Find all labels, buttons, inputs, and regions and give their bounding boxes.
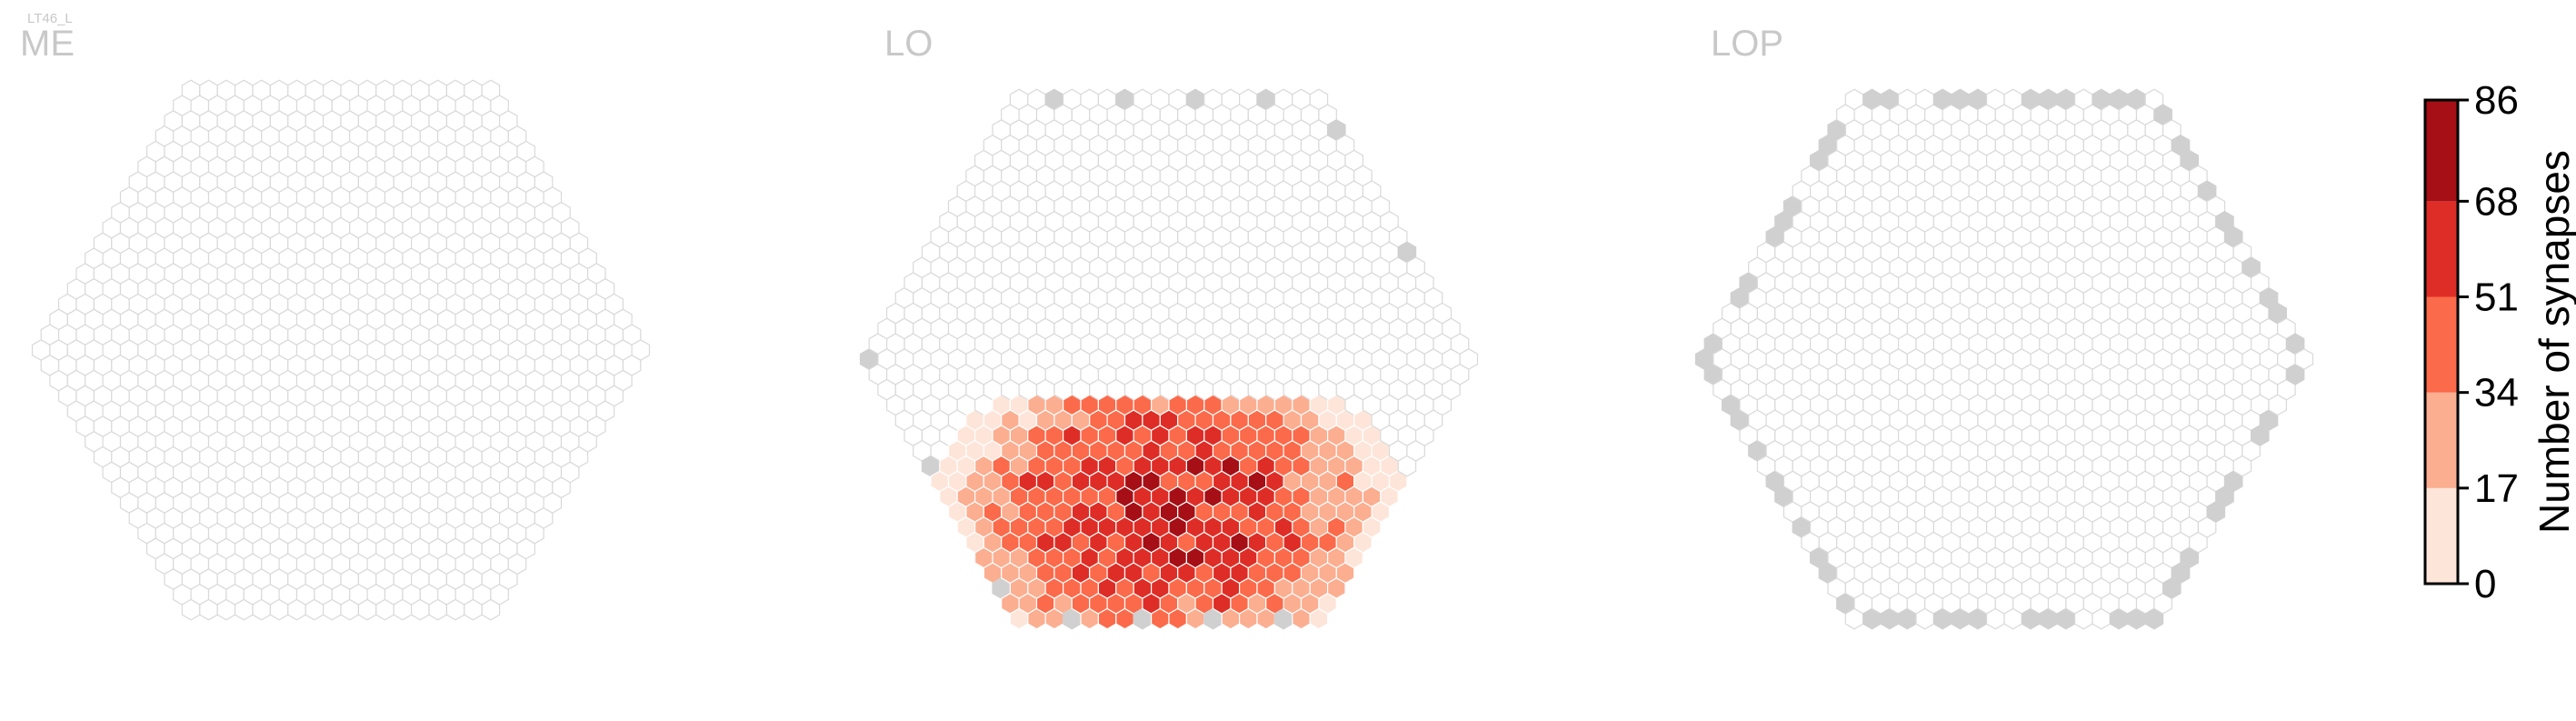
colorbar-tick-label: 51 — [2474, 275, 2519, 320]
colorbar-tick-label: 17 — [2474, 466, 2519, 511]
neuron-label: LT46_L — [27, 11, 73, 26]
hex-column — [2294, 348, 2314, 370]
colorbar-frame — [2423, 98, 2460, 586]
colorbar-tick-label: 68 — [2474, 179, 2519, 224]
hex-panel-me — [31, 79, 651, 621]
colorbar-tick-label: 34 — [2474, 371, 2519, 416]
panel-title-lop: LOP — [1711, 24, 1784, 64]
colorbar: 0 17 34 51 68 86 Number of synapses — [2423, 78, 2576, 606]
hex-panel-lo — [859, 88, 1479, 630]
hex-column — [1459, 348, 1479, 370]
hex-panel-lop — [1694, 88, 2314, 630]
panel-title-me: ME — [20, 24, 75, 64]
hex-column — [631, 339, 651, 361]
colorbar-bin — [2425, 201, 2458, 297]
colorbar-bin — [2425, 487, 2458, 584]
colorbar-bin — [2425, 100, 2458, 202]
colorbar-bin — [2425, 392, 2458, 488]
panel-title-lo: LO — [884, 24, 934, 64]
colorbar-label: Number of synapses — [2531, 150, 2576, 534]
colorbar-bin — [2425, 296, 2458, 393]
colorbar-tick-label: 0 — [2474, 562, 2496, 606]
colorbar-tick-label: 86 — [2474, 78, 2519, 123]
